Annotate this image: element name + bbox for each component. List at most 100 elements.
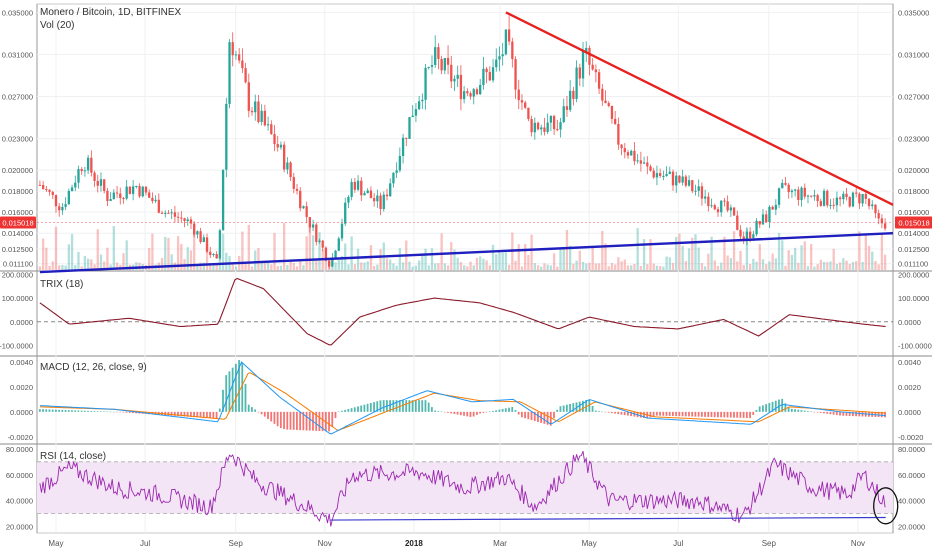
trix-tick-right: 100.0000 <box>898 294 929 303</box>
macd-histogram-bar <box>167 411 170 416</box>
macd-histogram-bar <box>430 407 433 412</box>
x-tick-label: May <box>582 539 597 548</box>
volume-bar <box>774 258 778 270</box>
macd-histogram-bar <box>572 403 575 412</box>
candle-body <box>864 193 867 199</box>
macd-histogram-bar <box>437 411 440 412</box>
candle-body <box>363 193 366 196</box>
candle-body <box>83 170 87 172</box>
current-price-tag-left <box>0 216 36 229</box>
macd-histogram-bar <box>125 411 128 413</box>
candle-body <box>713 205 716 210</box>
candle-body <box>816 195 819 202</box>
candle-body <box>96 180 99 186</box>
macd-histogram-bar <box>774 400 777 412</box>
candle-body <box>241 60 244 69</box>
macd-tick-right: 0.0020 <box>898 383 921 392</box>
volume-bar <box>167 237 170 270</box>
candle-body <box>707 196 710 207</box>
macd-histogram-bar <box>411 400 414 412</box>
macd-histogram-bar <box>585 400 588 412</box>
macd-histogram-bar <box>212 411 215 419</box>
macd-histogram-bar <box>675 411 678 417</box>
macd-histogram-bar <box>755 410 758 412</box>
candle-body <box>858 193 861 204</box>
candle-body <box>543 127 546 132</box>
macd-histogram-bar <box>565 404 568 412</box>
candle-body <box>106 190 109 202</box>
macd-histogram-bar <box>215 411 218 419</box>
volume-bar <box>263 261 267 270</box>
x-tick-label: Nov <box>851 539 865 548</box>
macd-histogram-bar <box>485 411 488 413</box>
macd-histogram-bar <box>733 411 735 418</box>
current-price-label-right: 0.015018 <box>898 218 929 227</box>
macd-tick-right: 0.0040 <box>898 358 921 367</box>
macd-histogram-bar <box>296 411 298 430</box>
volume-bar <box>125 240 128 270</box>
macd-histogram-bar <box>392 400 395 412</box>
macd-histogram-bar <box>260 411 263 415</box>
y-tick-label-left: 0.014000 <box>2 229 33 238</box>
candle-body <box>675 175 678 186</box>
candle-body <box>880 218 884 224</box>
candle-body <box>112 192 115 200</box>
volume-bar <box>446 265 450 270</box>
candle-body <box>495 59 498 68</box>
candle-body <box>193 223 196 235</box>
y-tick-label-right: 0.027000 <box>898 93 929 102</box>
candle-body <box>70 187 74 191</box>
candle-body <box>671 171 675 186</box>
macd-histogram-bar <box>344 409 347 412</box>
macd-histogram-bar <box>241 363 244 412</box>
volume-bar <box>623 259 626 270</box>
volume-bar <box>283 222 286 270</box>
macd-histogram-bar <box>58 409 61 412</box>
volume-bar <box>456 257 459 270</box>
candle-body <box>691 180 694 192</box>
candle-body <box>826 190 829 206</box>
macd-histogram-bar <box>610 411 613 414</box>
volume-bar <box>353 264 357 270</box>
candle-body <box>401 137 405 156</box>
candle-body <box>128 186 132 194</box>
macd-histogram-bar <box>614 411 616 414</box>
volume-bar <box>459 261 463 270</box>
volume-bar <box>556 266 559 270</box>
macd-histogram-bar <box>225 375 228 412</box>
macd-histogram-bar <box>842 411 845 416</box>
volume-bar <box>739 250 742 270</box>
volume-bar <box>790 254 794 270</box>
volume-bar <box>122 253 125 270</box>
volume-bar <box>633 264 636 270</box>
candle-body <box>212 254 215 256</box>
volume-bar <box>231 264 234 270</box>
volume-bar <box>215 264 218 270</box>
macd-histogram-bar <box>736 411 739 418</box>
volume-bar <box>617 257 620 270</box>
macd-histogram-bar <box>752 411 755 415</box>
volume-bar <box>636 228 639 270</box>
candle-body <box>196 231 199 235</box>
macd-histogram-bar <box>726 411 729 418</box>
candle-body <box>189 219 193 224</box>
volume-bar <box>867 245 871 270</box>
macd-line <box>39 361 886 435</box>
macd-histogram-bar <box>672 411 674 417</box>
volume-bar <box>562 247 565 270</box>
macd-histogram-bar <box>553 411 555 419</box>
volume-bar <box>691 237 694 270</box>
candle-body <box>614 118 617 125</box>
macd-histogram-bar <box>395 400 398 412</box>
candle-body <box>392 172 395 184</box>
macd-histogram-bar <box>607 411 610 413</box>
macd-histogram-bar <box>742 411 745 418</box>
macd-histogram-bar <box>231 367 234 412</box>
volume-bar <box>45 247 48 270</box>
macd-histogram-bar <box>627 411 629 416</box>
volume-bar <box>247 224 250 270</box>
volume-bar <box>96 229 99 270</box>
volume-bar <box>732 231 736 270</box>
macd-histogram-bar <box>835 411 838 416</box>
y-tick-label-left: 0.011100 <box>3 260 33 269</box>
